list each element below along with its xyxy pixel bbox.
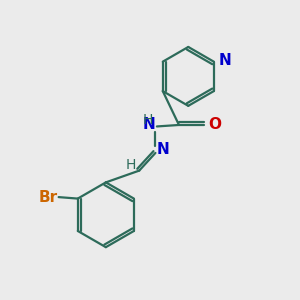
Text: N: N xyxy=(143,118,155,133)
Text: H: H xyxy=(126,158,136,172)
Text: N: N xyxy=(157,142,169,158)
Text: Br: Br xyxy=(39,190,58,205)
Text: O: O xyxy=(208,118,221,133)
Text: H: H xyxy=(142,113,153,127)
Text: N: N xyxy=(219,53,232,68)
